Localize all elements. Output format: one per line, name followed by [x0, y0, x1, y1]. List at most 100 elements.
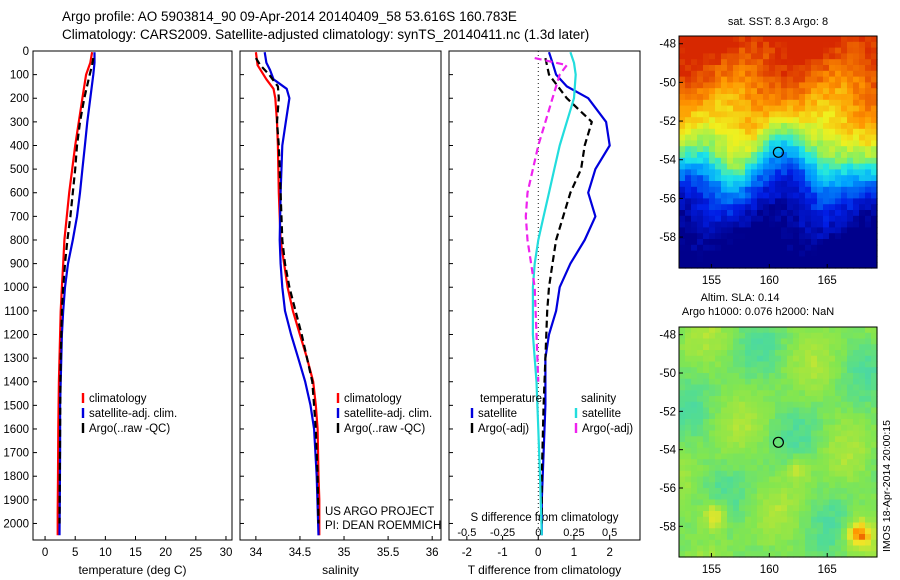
map-cell — [835, 355, 842, 363]
map-cell — [751, 123, 758, 130]
map-cell — [697, 522, 704, 529]
map-cell — [787, 82, 794, 89]
map-cell — [793, 436, 800, 443]
map-cell — [685, 152, 692, 159]
map-cell — [859, 186, 866, 194]
map-cell — [775, 227, 782, 234]
map-cell — [847, 88, 854, 95]
map-cell — [715, 134, 722, 141]
argo-position-marker — [772, 146, 784, 158]
map-cell — [841, 476, 848, 483]
map-cell — [841, 499, 848, 506]
map-cell — [859, 499, 866, 506]
map-cell — [829, 528, 836, 535]
map-cell — [721, 221, 728, 228]
map-cell — [823, 47, 830, 54]
map-cell — [709, 163, 716, 170]
map-cell — [847, 221, 854, 228]
x-tick-label: 36 — [426, 547, 439, 559]
map-cell — [817, 70, 824, 78]
map-cell — [775, 47, 782, 54]
map-cell — [679, 111, 686, 118]
map-cell — [835, 239, 842, 246]
map-cell — [685, 459, 692, 466]
map-cell — [829, 250, 836, 257]
map-cell — [745, 140, 752, 147]
map-cell — [769, 175, 776, 182]
map-cell — [721, 413, 728, 420]
map-cell — [835, 146, 842, 153]
map-cell — [691, 227, 698, 234]
map-cell — [703, 157, 710, 165]
map-cell — [751, 505, 758, 512]
x-tick-label: 2 — [606, 547, 612, 559]
map-cell — [703, 152, 710, 159]
map-cell — [751, 327, 758, 334]
map-cell — [697, 453, 704, 460]
map-cell — [775, 516, 782, 524]
map-cell — [781, 70, 788, 78]
map-cell — [853, 175, 860, 182]
map-cell — [751, 233, 758, 240]
map-cell — [775, 522, 782, 529]
map-cell — [685, 256, 692, 263]
map-y-tick-label: -52 — [659, 116, 676, 128]
map-cell — [721, 390, 728, 397]
map-cell — [757, 256, 764, 263]
legend-header-temperature: temperature — [480, 393, 542, 405]
map-cell — [685, 476, 692, 483]
map-cell — [697, 338, 704, 345]
map-cell — [703, 378, 710, 386]
map-cell — [817, 169, 824, 176]
map-cell — [733, 47, 740, 54]
map-cell — [799, 516, 806, 524]
map-cell — [703, 528, 710, 535]
map-cell — [733, 442, 740, 449]
map-cell — [865, 367, 872, 374]
map-cell — [751, 390, 758, 397]
map-cell — [835, 181, 842, 188]
map-cell — [829, 493, 836, 501]
map-cell — [847, 169, 854, 176]
map-cell — [847, 373, 854, 380]
map-cell — [853, 465, 860, 472]
map-cell — [745, 157, 752, 165]
map-cell — [775, 244, 782, 252]
map-cell — [703, 516, 710, 524]
map-cell — [679, 350, 686, 357]
map-cell — [691, 105, 698, 112]
map-cell — [793, 198, 800, 205]
map-cell — [781, 332, 788, 340]
map-cell — [769, 111, 776, 118]
map-cell — [733, 169, 740, 176]
map-cell — [853, 488, 860, 495]
map-cell — [763, 186, 770, 194]
map-cell — [703, 350, 710, 357]
map-cell — [703, 442, 710, 449]
map-cell — [769, 476, 776, 483]
map-cell — [691, 476, 698, 483]
map-cell — [733, 94, 740, 101]
map-cell — [817, 59, 824, 66]
map-cell — [679, 256, 686, 263]
map-cell — [715, 453, 722, 460]
map-cell — [835, 65, 842, 72]
map-cell — [847, 390, 854, 397]
map-cell — [871, 499, 878, 506]
argo-position-marker — [772, 436, 784, 448]
map-cell — [811, 134, 818, 141]
map-cell — [829, 355, 836, 363]
map-cell — [799, 442, 806, 449]
map-cell — [703, 192, 710, 199]
map-cell — [817, 344, 824, 351]
map-cell — [727, 41, 734, 49]
map-cell — [859, 465, 866, 472]
map-cell — [685, 528, 692, 535]
map-cell — [805, 539, 812, 547]
map-cell — [787, 59, 794, 66]
map-cell — [781, 111, 788, 118]
map-cell — [685, 453, 692, 460]
map-cell — [685, 123, 692, 130]
map-cell — [679, 378, 686, 386]
map-cell — [835, 413, 842, 420]
